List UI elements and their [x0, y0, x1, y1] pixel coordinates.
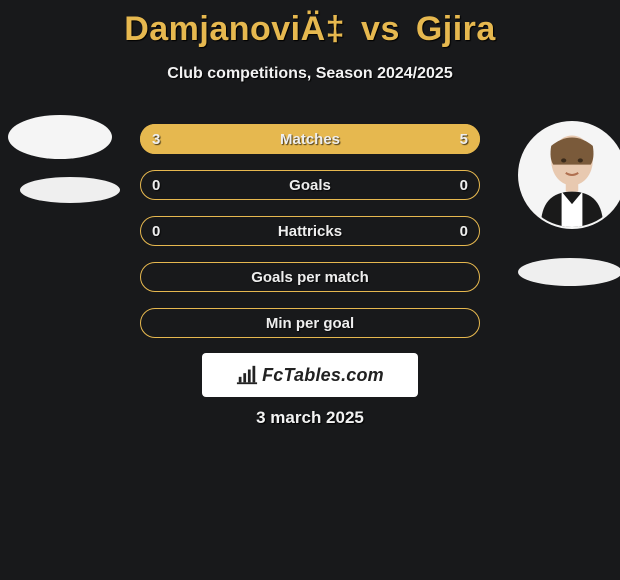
player1-shadow-oval — [20, 177, 120, 203]
player2-name: Gjira — [416, 10, 496, 48]
player1-name: DamjanoviÄ‡ — [124, 10, 345, 48]
player1-avatar — [8, 115, 112, 159]
stat-label: Goals — [140, 170, 480, 200]
date-label: 3 march 2025 — [0, 408, 620, 428]
stat-value-right: 0 — [460, 216, 468, 246]
stat-label: Goals per match — [140, 262, 480, 292]
stat-row: Min per goal — [140, 308, 480, 338]
stat-label: Hattricks — [140, 216, 480, 246]
vs-label: vs — [361, 10, 400, 48]
player2-avatar — [520, 123, 620, 227]
stat-row: Matches3 5 — [140, 124, 480, 154]
stat-label: Min per goal — [140, 308, 480, 338]
player2-shadow-oval — [518, 258, 620, 286]
page-title: DamjanoviÄ‡ vs Gjira — [0, 0, 620, 49]
stat-row: Hattricks0 0 — [140, 216, 480, 246]
stat-value-left: 0 — [152, 216, 160, 246]
stat-row: Goals0 0 — [140, 170, 480, 200]
stat-value-right: 0 — [460, 170, 468, 200]
stats-container: Matches35Goals00Hattricks00Goals per mat… — [140, 124, 480, 354]
stat-value-left: 0 — [152, 170, 160, 200]
brand-text: FcTables.com — [262, 365, 384, 386]
stat-label: Matches — [140, 124, 480, 154]
stat-row: Goals per match — [140, 262, 480, 292]
bar-chart-icon — [236, 364, 258, 386]
player2-avatar-placeholder — [520, 123, 620, 227]
stat-value-right: 5 — [460, 124, 468, 154]
stat-value-left: 3 — [152, 124, 160, 154]
subtitle: Club competitions, Season 2024/2025 — [0, 65, 620, 83]
brand-box: FcTables.com — [202, 353, 418, 397]
